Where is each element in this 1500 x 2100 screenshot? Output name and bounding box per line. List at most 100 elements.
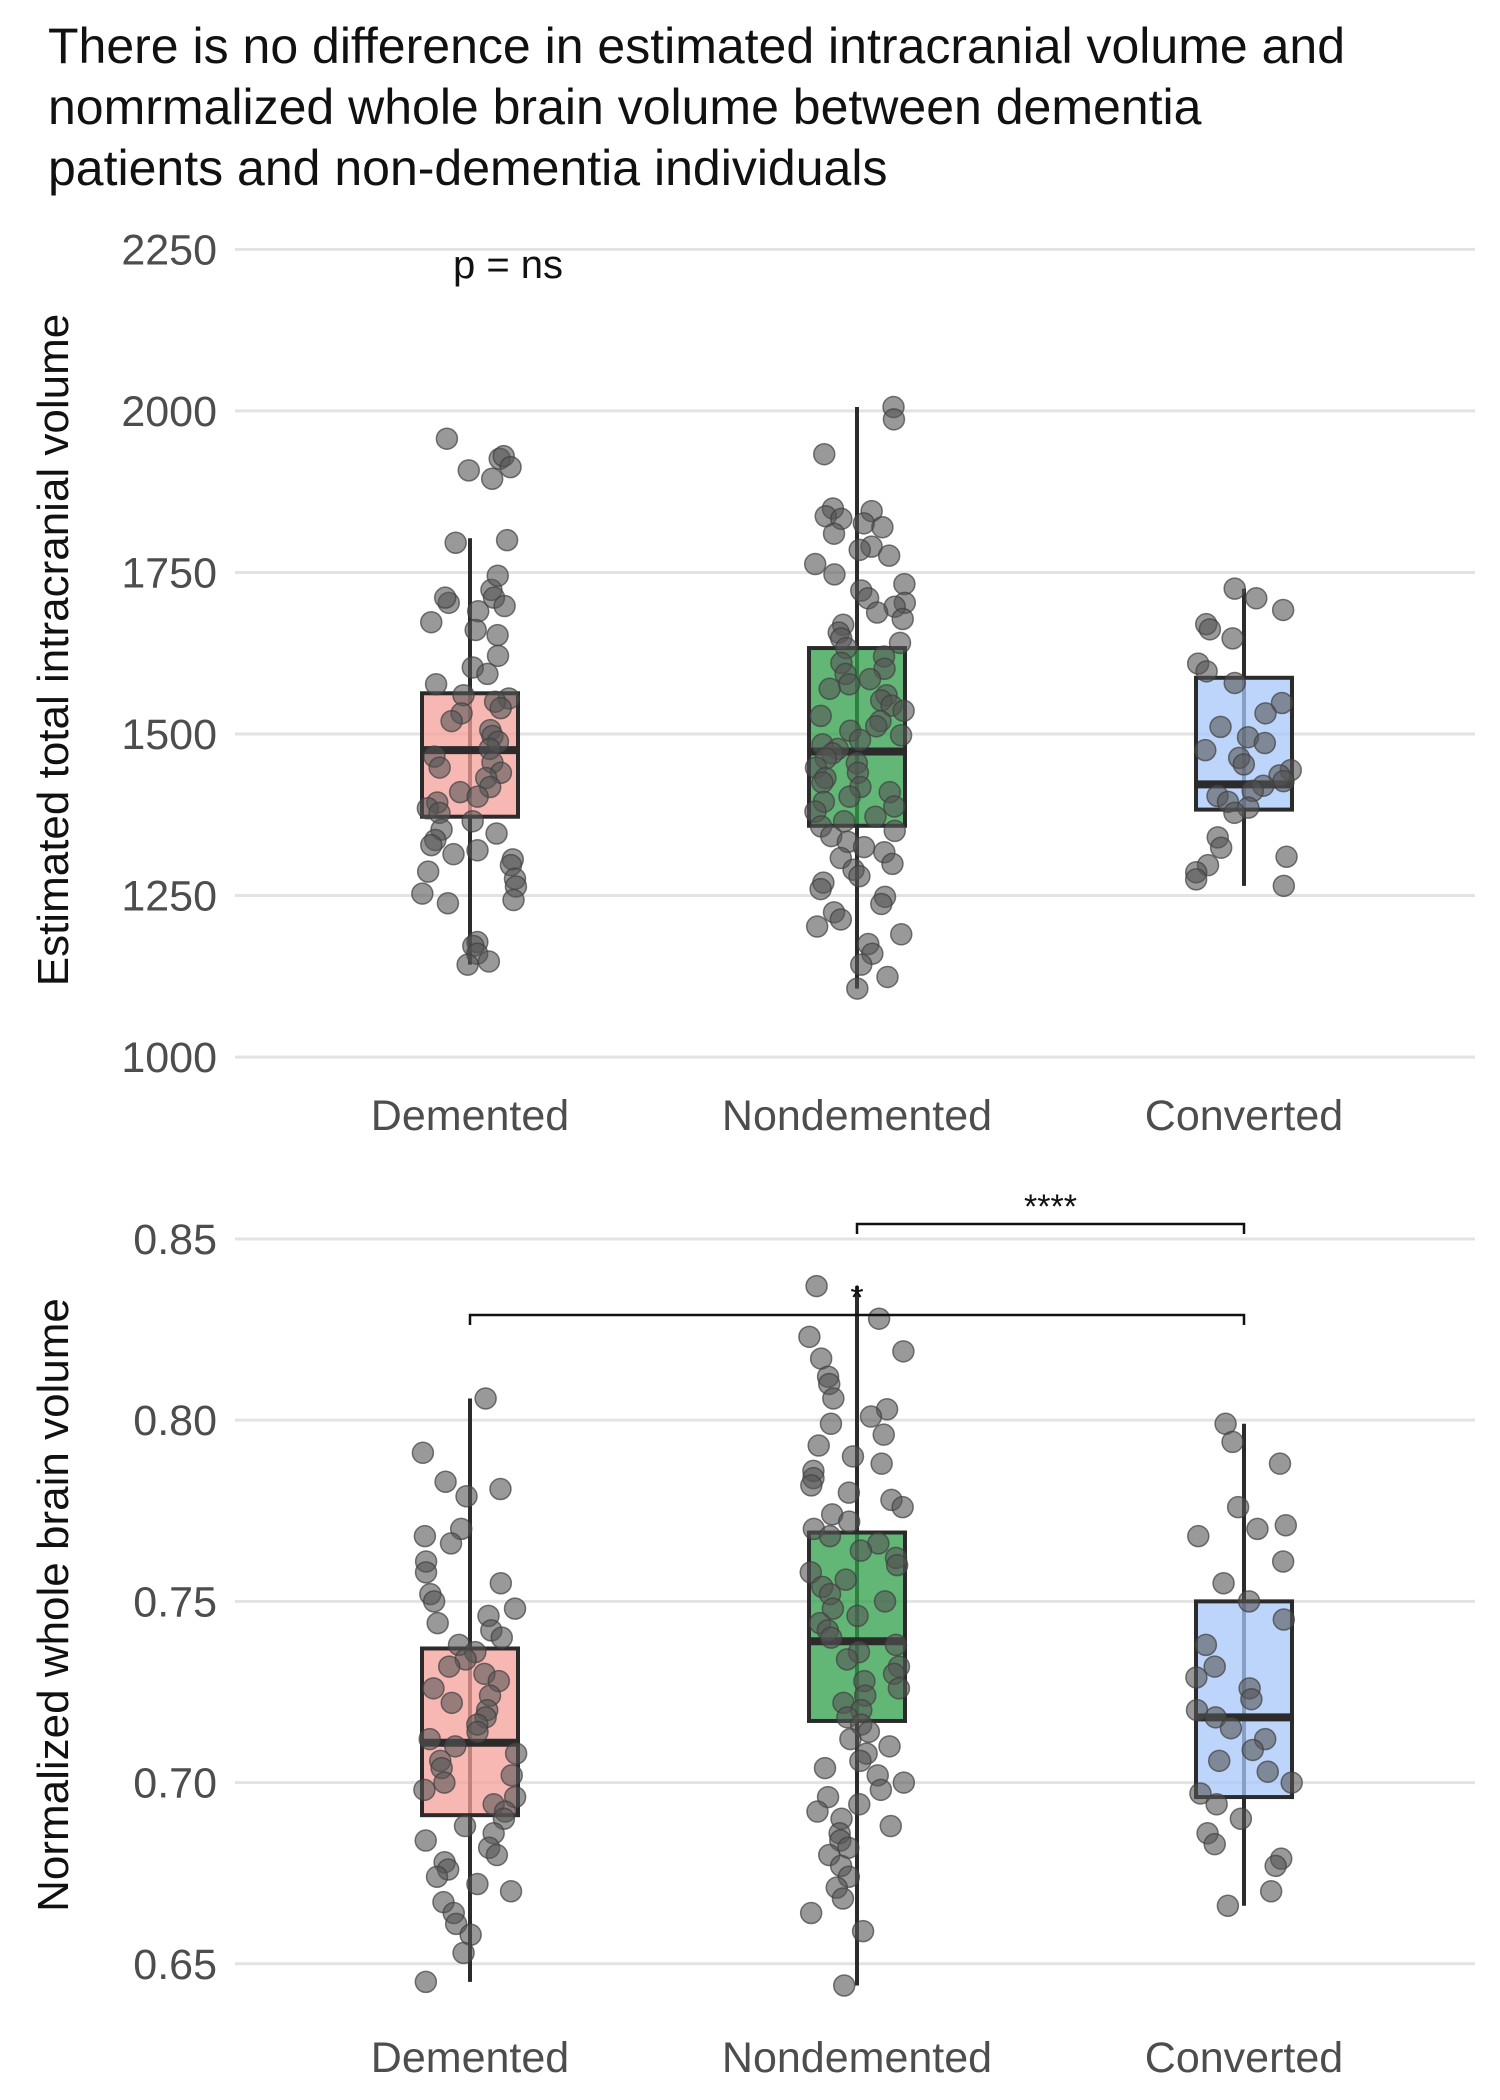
x-tick-label: Converted <box>1145 2034 1343 2082</box>
data-point <box>849 953 873 976</box>
data-point <box>865 714 888 738</box>
y-tick-label: 0.85 <box>133 1216 217 1264</box>
data-point <box>812 442 836 466</box>
data-point <box>873 1590 897 1613</box>
data-point <box>837 1481 861 1504</box>
data-point <box>852 512 876 535</box>
data-point <box>428 756 451 779</box>
data-point <box>837 1510 861 1533</box>
data-point <box>466 839 489 862</box>
data-point <box>877 544 901 567</box>
y-axis-label: Estimated total intracranial volume <box>29 314 78 987</box>
y-tick-label: 1000 <box>121 1034 217 1082</box>
data-point <box>883 795 906 818</box>
data-point <box>495 528 519 552</box>
data-point <box>799 1901 823 1925</box>
data-point <box>485 822 508 845</box>
data-point <box>422 1590 446 1613</box>
data-point <box>486 623 509 647</box>
data-point <box>891 1495 914 1519</box>
data-point <box>1232 753 1256 776</box>
data-point <box>1221 1430 1244 1454</box>
data-point <box>849 1539 873 1562</box>
data-point <box>466 599 490 623</box>
data-point <box>819 1412 843 1436</box>
data-point <box>852 835 876 859</box>
data-point <box>848 728 872 752</box>
data-point <box>1223 801 1246 825</box>
data-point <box>1264 1854 1287 1878</box>
data-point <box>1256 1760 1279 1783</box>
data-point <box>1241 1738 1264 1762</box>
data-point <box>831 1887 855 1910</box>
data-point <box>1185 1666 1208 1689</box>
data-point <box>452 1941 475 1965</box>
data-point <box>807 1434 830 1457</box>
data-point <box>1187 1524 1210 1548</box>
data-point <box>883 819 906 843</box>
panel-intracranial-volume: 1000 1250 1500 1750 2000 2250 Estimated total … <box>29 226 1475 1140</box>
data-point <box>485 1843 509 1867</box>
data-point <box>455 1485 478 1508</box>
data-point <box>1246 1517 1269 1541</box>
data-point <box>1195 660 1218 683</box>
data-point <box>837 672 861 696</box>
data-point <box>442 842 465 866</box>
data-point <box>822 1387 845 1410</box>
data-point <box>457 459 481 482</box>
data-point <box>838 785 861 808</box>
data-point <box>1209 715 1232 739</box>
data-point <box>809 877 832 901</box>
data-point <box>851 1919 875 1943</box>
data-point <box>1221 627 1244 650</box>
data-point <box>502 888 525 912</box>
data-point <box>456 953 479 976</box>
data-point <box>444 531 467 554</box>
data-point <box>425 1865 449 1889</box>
data-point <box>882 408 906 431</box>
data-point <box>818 1524 842 1548</box>
data-point <box>433 1771 456 1794</box>
data-point <box>841 1445 865 1468</box>
data-point <box>413 1524 437 1548</box>
data-point <box>1184 868 1208 891</box>
data-point <box>1189 1782 1212 1805</box>
data-point <box>1268 1452 1292 1475</box>
data-point <box>1219 1716 1243 1740</box>
data-point <box>1271 598 1295 622</box>
data-point <box>803 552 827 576</box>
x-tick-label: Converted <box>1145 1092 1343 1140</box>
data-point <box>867 1307 891 1330</box>
data-point <box>486 644 510 668</box>
data-point <box>1203 1832 1226 1856</box>
data-point <box>846 977 869 1000</box>
data-point <box>876 965 899 989</box>
data-point <box>892 1771 916 1794</box>
data-point <box>422 1677 445 1700</box>
x-tick-label: Demented <box>371 1092 569 1140</box>
data-point <box>1271 1550 1295 1573</box>
y-tick-label: 1250 <box>121 873 217 921</box>
data-point <box>461 809 484 833</box>
data-point <box>413 1778 436 1802</box>
data-point <box>418 1727 441 1751</box>
data-point <box>893 572 916 596</box>
data-point <box>829 908 853 931</box>
x-tick-label: Nondemented <box>722 2034 992 2082</box>
data-point <box>805 1274 828 1298</box>
data-point <box>1223 671 1247 695</box>
y-tick-label: 0.80 <box>133 1397 217 1445</box>
data-point <box>870 892 893 916</box>
data-point <box>871 515 894 539</box>
data-point <box>416 860 440 883</box>
data-point <box>440 709 463 733</box>
data-point <box>1216 1894 1240 1918</box>
data-point <box>426 1611 449 1635</box>
y-tick-label: 0.75 <box>133 1578 217 1626</box>
data-point <box>869 1778 893 1802</box>
data-point <box>878 1735 901 1758</box>
data-point <box>433 586 457 609</box>
data-point <box>888 631 912 655</box>
data-point <box>834 1568 857 1591</box>
